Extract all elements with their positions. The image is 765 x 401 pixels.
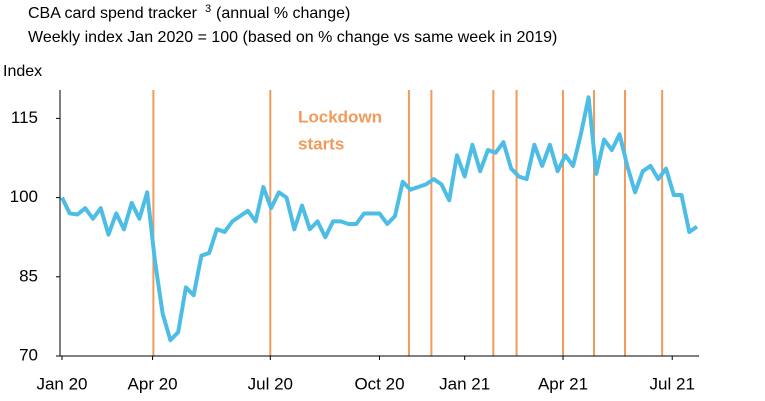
annotation: starts: [298, 134, 344, 153]
x-tick-label: Jan 20: [36, 374, 87, 393]
x-tick-label: Apr 21: [538, 374, 588, 393]
chart-title: CBA card spend tracker: [28, 5, 198, 22]
y-tick-label: 85: [19, 266, 38, 285]
x-tick-label: Apr 20: [128, 374, 178, 393]
y-tick-label: 100: [10, 187, 38, 206]
chart-subtitle: Weekly index Jan 2020 = 100 (based on % …: [28, 29, 557, 46]
data-line: [60, 95, 699, 343]
title-superscript: 3: [205, 3, 211, 15]
x-tick-label: Jan 21: [439, 374, 490, 393]
x-tick-label: Jul 20: [248, 374, 293, 393]
x-tick-label: Jul 21: [650, 374, 695, 393]
y-axis-label: Index: [3, 63, 42, 80]
title-suffix: (annual % change): [216, 5, 350, 22]
annotation: Lockdown: [298, 107, 382, 126]
y-tick-label: 115: [11, 108, 38, 127]
y-tick-label: 70: [19, 345, 38, 364]
x-tick-label: Oct 20: [354, 374, 404, 393]
